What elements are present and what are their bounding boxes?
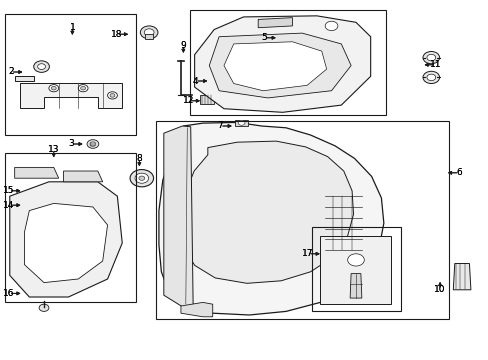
Polygon shape xyxy=(224,42,326,91)
Polygon shape xyxy=(181,302,212,317)
Circle shape xyxy=(38,64,45,69)
Bar xyxy=(145,34,153,39)
Polygon shape xyxy=(452,264,470,290)
Text: 16: 16 xyxy=(3,289,15,298)
Text: 4: 4 xyxy=(192,77,198,85)
Circle shape xyxy=(135,173,148,183)
Polygon shape xyxy=(15,167,59,178)
Polygon shape xyxy=(349,274,361,298)
Circle shape xyxy=(107,92,117,99)
Polygon shape xyxy=(20,83,122,108)
Circle shape xyxy=(426,74,435,81)
Circle shape xyxy=(78,85,88,92)
Circle shape xyxy=(34,61,49,72)
Circle shape xyxy=(87,140,99,148)
Text: 14: 14 xyxy=(3,201,15,210)
Circle shape xyxy=(81,86,85,90)
Text: 1: 1 xyxy=(69,22,75,31)
Circle shape xyxy=(325,21,337,31)
Circle shape xyxy=(139,176,144,180)
Circle shape xyxy=(144,29,154,36)
Text: 13: 13 xyxy=(48,145,60,154)
Circle shape xyxy=(49,85,59,92)
Text: 9: 9 xyxy=(180,40,186,49)
Text: 4: 4 xyxy=(192,77,198,85)
Bar xyxy=(155,121,448,319)
Polygon shape xyxy=(258,18,292,28)
Circle shape xyxy=(347,254,364,266)
Text: 2: 2 xyxy=(8,68,14,77)
Bar xyxy=(5,153,136,302)
Text: 6: 6 xyxy=(456,168,462,177)
Bar xyxy=(234,120,248,126)
Text: 7: 7 xyxy=(217,122,223,130)
Polygon shape xyxy=(194,16,370,112)
Circle shape xyxy=(426,54,435,61)
Polygon shape xyxy=(159,122,383,315)
Text: 10: 10 xyxy=(433,285,445,294)
Text: 18: 18 xyxy=(110,30,122,39)
Text: 5: 5 xyxy=(261,33,266,42)
Circle shape xyxy=(238,120,244,125)
Text: 14: 14 xyxy=(3,201,15,210)
Bar xyxy=(189,10,386,115)
Text: 15: 15 xyxy=(3,186,15,195)
Bar xyxy=(5,14,136,135)
Text: 8: 8 xyxy=(136,154,142,163)
Polygon shape xyxy=(24,203,107,283)
Text: 16: 16 xyxy=(3,289,15,298)
Text: 12: 12 xyxy=(182,96,194,105)
Circle shape xyxy=(422,71,439,84)
Circle shape xyxy=(140,26,158,39)
Text: 13: 13 xyxy=(48,145,60,154)
Text: 11: 11 xyxy=(429,60,441,69)
Text: 7: 7 xyxy=(217,122,223,130)
Polygon shape xyxy=(209,33,350,98)
Circle shape xyxy=(110,94,115,97)
Text: 3: 3 xyxy=(68,139,74,148)
Polygon shape xyxy=(15,76,34,81)
Text: 12: 12 xyxy=(182,96,194,105)
Text: 10: 10 xyxy=(433,285,445,294)
Polygon shape xyxy=(63,171,102,182)
Text: 2: 2 xyxy=(8,68,14,77)
Polygon shape xyxy=(163,126,193,307)
Circle shape xyxy=(51,86,56,90)
Text: 9: 9 xyxy=(180,40,186,49)
Circle shape xyxy=(422,51,439,64)
Circle shape xyxy=(130,170,153,187)
Polygon shape xyxy=(181,141,353,283)
Text: 8: 8 xyxy=(136,154,142,163)
Bar xyxy=(311,227,400,311)
Polygon shape xyxy=(199,95,214,104)
Text: 11: 11 xyxy=(429,60,441,69)
Text: 18: 18 xyxy=(110,30,122,39)
Polygon shape xyxy=(10,182,122,297)
Text: 6: 6 xyxy=(456,168,462,177)
Bar xyxy=(320,236,390,304)
Text: 15: 15 xyxy=(3,186,15,195)
Text: 5: 5 xyxy=(261,33,266,42)
Text: 17: 17 xyxy=(302,249,313,258)
Text: 17: 17 xyxy=(302,249,313,258)
Text: 1: 1 xyxy=(69,22,75,31)
Circle shape xyxy=(90,142,96,146)
Circle shape xyxy=(39,304,49,311)
Text: 3: 3 xyxy=(68,139,74,148)
